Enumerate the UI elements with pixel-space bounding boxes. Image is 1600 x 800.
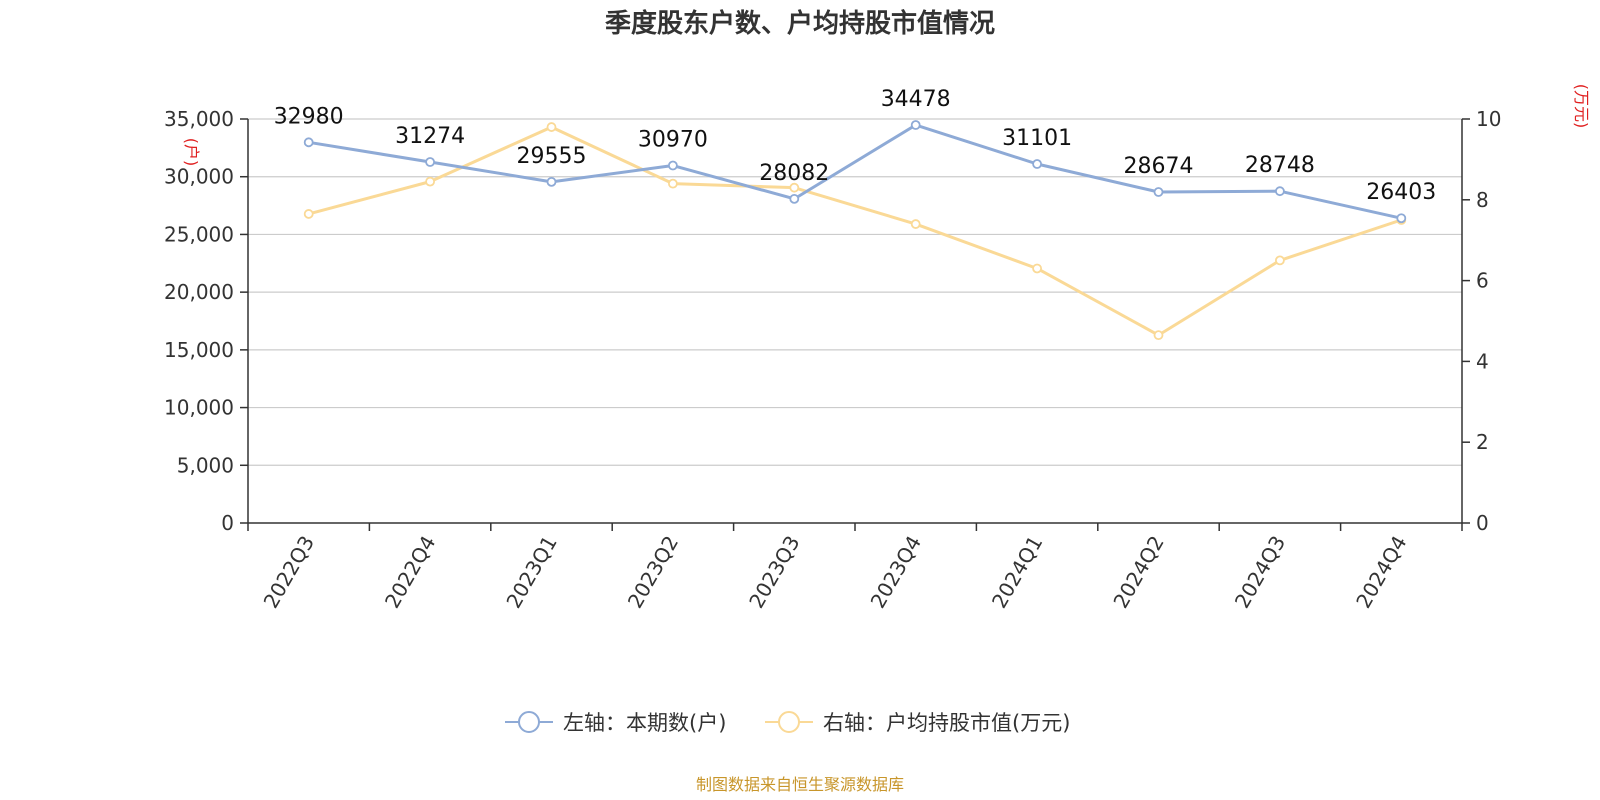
- source-note: 制图数据来自恒生聚源数据库: [696, 775, 904, 794]
- right-axis-tick-label: 10: [1476, 107, 1501, 131]
- data-point[interactable]: [910, 219, 921, 229]
- x-axis-tick-label: 2024Q4: [1351, 532, 1411, 613]
- data-label: 31274: [395, 124, 465, 149]
- legend[interactable]: 左轴：本期数(户) 右轴：户均持股市值(万元): [505, 711, 1070, 735]
- data-label: 30970: [638, 128, 708, 153]
- data-point[interactable]: [1275, 255, 1285, 266]
- data-point[interactable]: [1153, 187, 1164, 197]
- x-axis-tick-label: 2023Q2: [623, 532, 683, 613]
- legend-label: 右轴：户均持股市值(万元): [823, 711, 1070, 735]
- data-point[interactable]: [1032, 263, 1042, 274]
- right-axis-tick-label: 4: [1476, 349, 1489, 373]
- data-point[interactable]: [910, 120, 921, 130]
- x-axis-tick-label: 2024Q3: [1230, 532, 1290, 613]
- right-axis-tick-label: 6: [1476, 269, 1489, 293]
- left-axis-tick-label: 25,000: [164, 222, 234, 246]
- data-point[interactable]: [789, 182, 800, 193]
- legend-marker: [518, 711, 540, 733]
- data-point[interactable]: [546, 122, 557, 132]
- right-axis-tick-label: 8: [1476, 188, 1489, 212]
- data-label: 28082: [759, 161, 829, 186]
- data-label: 34478: [881, 87, 951, 112]
- x-axis-tick-label: 2023Q3: [744, 532, 804, 613]
- data-label: 29555: [517, 144, 587, 169]
- left-axis-tick-label: 35,000: [164, 107, 234, 131]
- data-point[interactable]: [668, 160, 678, 171]
- data-point[interactable]: [303, 209, 314, 219]
- data-point[interactable]: [1032, 159, 1042, 169]
- data-point[interactable]: [789, 193, 800, 204]
- data-point[interactable]: [1396, 213, 1407, 224]
- series: [303, 120, 1407, 341]
- x-axis-tick-label: 2022Q3: [259, 532, 319, 613]
- legend-item[interactable]: 右轴：户均持股市值(万元): [765, 711, 1070, 735]
- legend-item[interactable]: 左轴：本期数(户): [505, 711, 726, 735]
- left-axis-tick-label: 10,000: [164, 396, 234, 420]
- legend-marker: [778, 711, 800, 733]
- right-axis-tick-label: 0: [1476, 511, 1489, 535]
- data-point[interactable]: [425, 176, 436, 187]
- legend-label: 左轴：本期数(户): [563, 711, 726, 735]
- data-point[interactable]: [546, 176, 557, 187]
- data-label: 31101: [1002, 126, 1072, 151]
- series-line: [308, 123, 1402, 220]
- data-label: 28674: [1124, 154, 1194, 179]
- data-point[interactable]: [1275, 186, 1285, 197]
- axes: 0 5,000 10,000 15,000 20,000 25,000 30,000 35,0…: [164, 107, 1501, 612]
- right-axis-unit: (万元): [1572, 84, 1591, 129]
- left-axis-tick-label: 15,000: [164, 338, 234, 362]
- left-axis-tick-label: 5,000: [177, 453, 234, 477]
- left-axis-tick-label: 0: [221, 511, 234, 535]
- series-left: [303, 120, 1407, 224]
- data-label: 32980: [274, 104, 344, 129]
- x-axis-tick-label: 2023Q1: [501, 532, 561, 613]
- data-labels: 32980 31274 29555 30970 28082 34478 31101 28674…: [274, 87, 1437, 205]
- data-label: 26403: [1366, 180, 1436, 205]
- data-label: 28748: [1245, 153, 1315, 178]
- x-axis-tick-label: 2024Q2: [1108, 532, 1168, 613]
- left-axis-tick-label: 20,000: [164, 280, 234, 304]
- data-point[interactable]: [303, 137, 314, 148]
- series-right: [303, 122, 1407, 341]
- x-axis-tick-label: 2023Q4: [866, 532, 926, 613]
- left-axis-tick-label: 30,000: [164, 165, 234, 189]
- series-line: [308, 125, 1402, 337]
- data-point[interactable]: [425, 157, 436, 167]
- data-point[interactable]: [668, 178, 678, 189]
- chart-title: 季度股东户数、户均持股市值情况: [605, 8, 995, 39]
- left-axis-unit: (户): [182, 138, 201, 167]
- x-axis-tick-label: 2024Q1: [987, 532, 1047, 613]
- x-axis-tick-label: 2022Q4: [380, 532, 440, 613]
- grid: [248, 118, 1462, 466]
- right-axis-tick-label: 2: [1476, 430, 1489, 454]
- data-point[interactable]: [1153, 330, 1164, 341]
